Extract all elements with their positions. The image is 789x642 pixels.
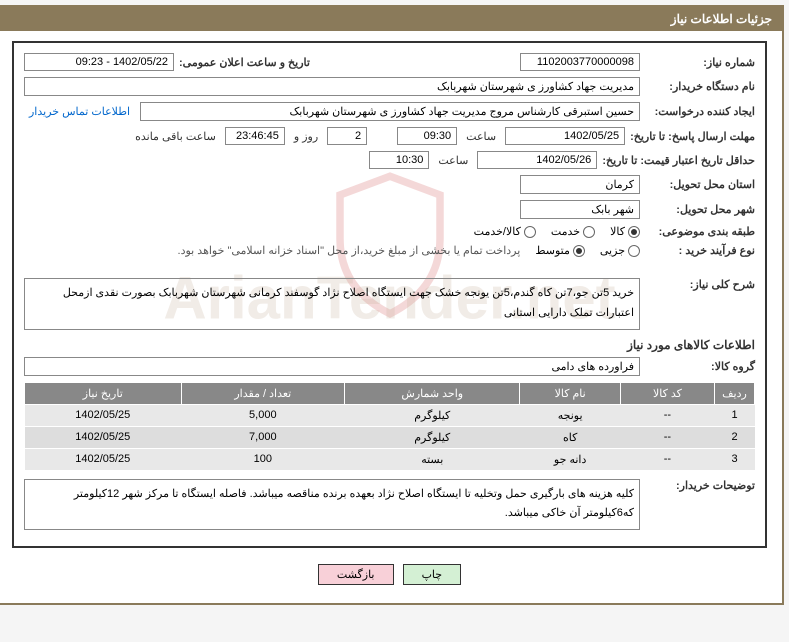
cell-name: دانه جو [520,448,620,470]
table-row: 1--یونجهکیلوگرم5,0001402/05/25 [25,404,755,426]
cell-name: یونجه [520,404,620,426]
announce-value: 1402/05/22 - 09:23 [24,53,174,71]
cell-n: 3 [715,448,755,470]
radio-medium[interactable] [573,245,585,257]
category-label: طبقه بندی موضوعی: [645,225,755,238]
radio-service[interactable] [583,226,595,238]
cell-n: 1 [715,404,755,426]
panel-title: جزئیات اطلاعات نیاز [0,7,782,31]
need-no-label: شماره نیاز: [645,56,755,69]
process-note: پرداخت تمام یا بخشی از مبلغ خرید،از محل … [178,244,531,257]
cell-code: -- [620,404,714,426]
th-unit: واحد شمارش [345,382,520,404]
radio-minor[interactable] [628,245,640,257]
buyer-notes-label: توضیحات خریدار: [645,479,755,492]
back-button[interactable]: بازگشت [318,564,394,585]
th-name: نام کالا [520,382,620,404]
cell-date: 1402/05/25 [25,448,182,470]
days-and: روز و [290,130,322,143]
reply-deadline-label: مهلت ارسال پاسخ: تا تاریخ: [630,130,755,143]
th-date: تاریخ نیاز [25,382,182,404]
th-row: ردیف [715,382,755,404]
details-panel: ArianTender.net جزئیات اطلاعات نیاز شمار… [0,5,784,605]
buyer-notes: کلیه هزینه های بارگیری حمل وتخلیه تا ایس… [24,479,640,531]
buyer-dev: مدیریت جهاد کشاورز ی شهرستان شهربابک [24,77,640,96]
th-code: کد کالا [620,382,714,404]
radio-goods-service[interactable] [524,226,536,238]
table-row: 3--دانه جوبسته1001402/05/25 [25,448,755,470]
cell-unit: کیلوگرم [345,404,520,426]
need-no: 1102003770000098 [520,53,640,71]
cell-unit: بسته [345,448,520,470]
time-label-2: ساعت [434,154,472,167]
proc-medium-label: متوسط [535,244,570,257]
cell-name: کاه [520,426,620,448]
requester: حسین استبرقی کارشناس مروج مدیریت جهاد کش… [140,102,640,121]
delivery-prov-label: استان محل تحویل: [645,178,755,191]
desc-label: شرح کلی نیاز: [645,278,755,291]
cell-date: 1402/05/25 [25,404,182,426]
cell-n: 2 [715,426,755,448]
button-row: چاپ بازگشت [12,556,767,593]
time-label-1: ساعت [462,130,500,143]
cell-unit: کیلوگرم [345,426,520,448]
cell-code: -- [620,426,714,448]
delivery-city-label: شهر محل تحویل: [645,203,755,216]
cat-service-label: خدمت [551,225,580,238]
reply-date: 1402/05/25 [505,127,625,145]
reply-time: 09:30 [397,127,457,145]
group-label: گروه کالا: [645,360,755,373]
print-button[interactable]: چاپ [403,564,462,585]
buyer-dev-label: نام دستگاه خریدار: [645,80,755,93]
contact-link[interactable]: اطلاعات تماس خریدار [24,105,135,118]
cell-date: 1402/05/25 [25,426,182,448]
desc-text: خرید 5تن جو،7تن کاه گندم،5تن یونجه خشک ج… [24,278,640,330]
remain-days: 2 [327,127,367,145]
items-table: ردیف کد کالا نام کالا واحد شمارش تعداد /… [24,382,755,471]
delivery-city: شهر بابک [520,200,640,219]
main-fieldset: شماره نیاز: 1102003770000098 تاریخ و ساع… [12,41,767,548]
cell-qty: 7,000 [181,426,345,448]
announce-label: تاریخ و ساعت اعلان عمومی: [179,56,310,69]
proc-minor-label: جزیی [600,244,625,257]
remain-time: 23:46:45 [225,127,285,145]
cat-gs-label: کالا/خدمت [474,225,521,238]
table-row: 2--کاهکیلوگرم7,0001402/05/25 [25,426,755,448]
group-value: فراورده های دامی [24,357,640,376]
cell-qty: 5,000 [181,404,345,426]
price-time: 10:30 [369,151,429,169]
radio-goods[interactable] [628,226,640,238]
process-radios: جزیی متوسط [535,244,640,257]
th-qty: تعداد / مقدار [181,382,345,404]
requester-label: ایجاد کننده درخواست: [645,105,755,118]
cat-goods-label: کالا [610,225,625,238]
price-date: 1402/05/26 [477,151,597,169]
cell-code: -- [620,448,714,470]
process-label: نوع فرآیند خرید : [645,244,755,257]
items-section-title: اطلاعات کالاهای مورد نیاز [24,338,755,352]
price-valid-label: حداقل تاریخ اعتبار قیمت: تا تاریخ: [602,154,755,167]
category-radios: کالا خدمت کالا/خدمت [474,225,640,238]
remain-suffix: ساعت باقی مانده [131,130,220,143]
cell-qty: 100 [181,448,345,470]
delivery-prov: کرمان [520,175,640,194]
